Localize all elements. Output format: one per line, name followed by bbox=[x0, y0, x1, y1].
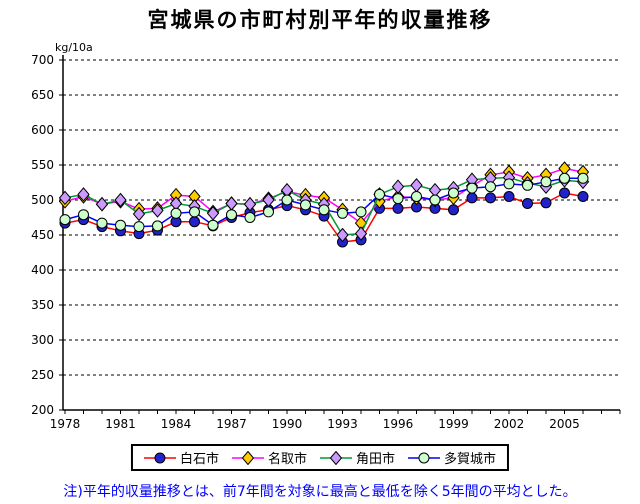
data-point-多賀城市-1989 bbox=[263, 206, 274, 218]
y-axis-unit-label: kg/10a bbox=[55, 41, 93, 54]
data-point-白石市-2001 bbox=[485, 192, 496, 204]
data-point-角田市-1982 bbox=[132, 206, 146, 222]
data-point-多賀城市-2006 bbox=[577, 172, 589, 184]
x-tick-label-2005: 2005 bbox=[549, 417, 580, 431]
data-point-角田市-1994 bbox=[354, 226, 368, 241]
data-point-角田市-1993 bbox=[336, 227, 349, 243]
data-point-多賀城市-1983 bbox=[152, 220, 163, 232]
y-tick-label-550: 550 bbox=[31, 158, 54, 172]
data-point-白石市-2003 bbox=[522, 198, 533, 209]
y-tick-label-200: 200 bbox=[31, 403, 54, 417]
x-tick-label-1984: 1984 bbox=[161, 417, 192, 431]
legend-item-3: 多賀城市 bbox=[408, 448, 496, 467]
data-point-多賀城市-2004 bbox=[540, 176, 552, 188]
x-tick-label-1981: 1981 bbox=[105, 417, 136, 431]
chart-footnote: 注)平年的収量推移とは、前7年間を対象に最高と最低を除く5年間の平均とした。 bbox=[63, 484, 577, 500]
data-point-多賀城市-1986 bbox=[207, 219, 219, 231]
legend-diamond-marker-icon bbox=[320, 450, 352, 465]
data-point-多賀城市-1979 bbox=[78, 209, 89, 221]
x-tick-label-1990: 1990 bbox=[272, 417, 303, 431]
x-tick-label-1978: 1978 bbox=[50, 417, 81, 431]
data-point-多賀城市-2002 bbox=[503, 178, 515, 190]
data-point-多賀城市-2001 bbox=[485, 181, 496, 193]
data-point-多賀城市-1994 bbox=[355, 206, 367, 218]
y-tick-label-350: 350 bbox=[31, 298, 54, 312]
data-point-多賀城市-1997 bbox=[411, 191, 422, 202]
data-point-多賀城市-1998 bbox=[429, 194, 441, 206]
x-tick-label-2002: 2002 bbox=[494, 417, 525, 431]
x-tick-label-1999: 1999 bbox=[438, 417, 469, 431]
x-tick-label-1996: 1996 bbox=[383, 417, 414, 431]
data-point-多賀城市-1990 bbox=[281, 194, 293, 206]
data-point-多賀城市-1980 bbox=[96, 217, 108, 229]
data-point-角田市-1983 bbox=[151, 203, 164, 218]
data-point-多賀城市-1995 bbox=[374, 188, 385, 200]
data-point-多賀城市-1991 bbox=[300, 199, 311, 211]
data-point-白石市-1985 bbox=[189, 216, 200, 228]
legend-label-3: 多賀城市 bbox=[444, 452, 497, 467]
legend-label-2: 角田市 bbox=[356, 452, 396, 467]
y-tick-label-450: 450 bbox=[31, 228, 54, 242]
legend-item-0: 白石市 bbox=[143, 448, 219, 467]
legend-diamond-marker-icon bbox=[231, 450, 264, 465]
data-point-多賀城市-2000 bbox=[466, 182, 478, 194]
data-point-白石市-1996 bbox=[392, 202, 404, 214]
data-point-多賀城市-1993 bbox=[337, 207, 348, 219]
data-point-白石市-2002 bbox=[503, 191, 515, 202]
y-tick-label-250: 250 bbox=[31, 368, 54, 382]
data-point-白石市-2005 bbox=[559, 187, 570, 199]
legend-marker-1 bbox=[241, 450, 255, 465]
data-point-角田市-1979 bbox=[77, 187, 90, 202]
data-point-多賀城市-1992 bbox=[318, 204, 330, 216]
y-tick-label-400: 400 bbox=[31, 263, 54, 277]
data-point-多賀城市-1996 bbox=[392, 193, 404, 205]
legend-item-2: 角田市 bbox=[320, 448, 395, 467]
data-point-角田市-1988 bbox=[243, 196, 257, 212]
series-多賀城市 bbox=[59, 172, 589, 233]
data-point-角田市-1997 bbox=[410, 178, 423, 193]
data-point-角田市-1978 bbox=[58, 190, 72, 206]
legend-marker-0 bbox=[154, 452, 166, 463]
chart-legend: 白石市 名取市 角田市 多賀城市 bbox=[130, 444, 510, 471]
legend-marker-2 bbox=[329, 450, 343, 465]
data-point-角田市-1987 bbox=[225, 196, 238, 211]
legend-circle-marker-icon bbox=[408, 452, 441, 463]
data-point-多賀城市-1984 bbox=[170, 207, 182, 219]
data-point-多賀城市-2005 bbox=[559, 172, 570, 184]
data-point-角田市-1980 bbox=[95, 196, 109, 212]
legend-item-1: 名取市 bbox=[231, 448, 307, 467]
y-tick-label-600: 600 bbox=[31, 123, 54, 137]
data-point-多賀城市-1987 bbox=[226, 209, 237, 221]
legend-label-0: 白石市 bbox=[179, 452, 219, 467]
x-tick-label-1987: 1987 bbox=[216, 417, 247, 431]
data-point-多賀城市-1985 bbox=[189, 206, 200, 218]
y-tick-label-650: 650 bbox=[31, 88, 54, 102]
y-tick-label-500: 500 bbox=[31, 193, 54, 207]
y-tick-label-700: 700 bbox=[31, 53, 54, 67]
data-point-角田市-1989 bbox=[262, 192, 275, 208]
data-point-多賀城市-1988 bbox=[244, 212, 256, 223]
data-point-多賀城市-1978 bbox=[59, 214, 71, 226]
chart-title: 宮城県の市町村別平年的収量推移 bbox=[147, 8, 493, 32]
legend-marker-3 bbox=[418, 452, 430, 463]
data-point-多賀城市-1999 bbox=[448, 187, 459, 199]
data-point-白石市-2006 bbox=[577, 191, 589, 202]
data-point-多賀城市-2003 bbox=[522, 179, 533, 191]
data-point-白石市-2004 bbox=[540, 197, 552, 209]
data-point-角田市-1996 bbox=[391, 179, 405, 194]
y-tick-label-300: 300 bbox=[31, 333, 54, 347]
legend-label-1: 名取市 bbox=[267, 452, 307, 467]
data-point-多賀城市-1981 bbox=[115, 219, 126, 231]
legend-circle-marker-icon bbox=[143, 452, 176, 463]
data-point-多賀城市-1982 bbox=[133, 221, 145, 233]
data-point-白石市-2000 bbox=[466, 192, 478, 204]
x-tick-label-1993: 1993 bbox=[327, 417, 358, 431]
data-point-角田市-1981 bbox=[114, 192, 127, 208]
data-point-白石市-1999 bbox=[448, 204, 459, 216]
